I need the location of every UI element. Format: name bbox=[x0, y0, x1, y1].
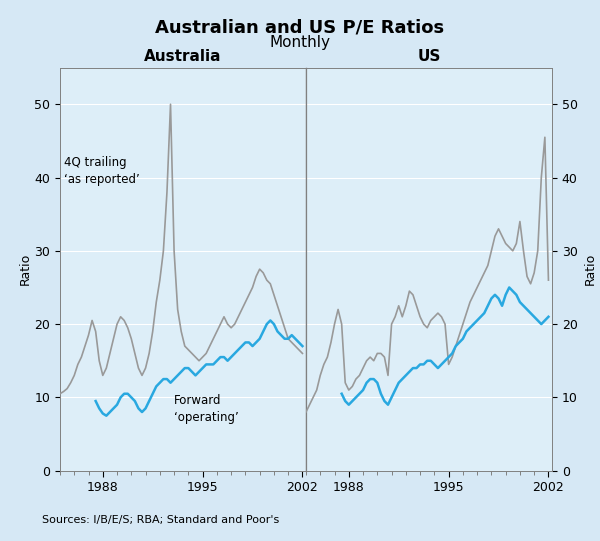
Title: US: US bbox=[418, 49, 440, 64]
Text: 4Q trailing
‘as reported’: 4Q trailing ‘as reported’ bbox=[64, 156, 140, 186]
Text: Monthly: Monthly bbox=[269, 35, 331, 50]
Text: Australian and US P/E Ratios: Australian and US P/E Ratios bbox=[155, 19, 445, 37]
Y-axis label: Ratio: Ratio bbox=[583, 253, 596, 285]
Title: Australia: Australia bbox=[144, 49, 222, 64]
Text: Forward
‘operating’: Forward ‘operating’ bbox=[174, 394, 239, 424]
Text: Sources: I/B/E/S; RBA; Standard and Poor's: Sources: I/B/E/S; RBA; Standard and Poor… bbox=[42, 515, 279, 525]
Y-axis label: Ratio: Ratio bbox=[19, 253, 32, 285]
